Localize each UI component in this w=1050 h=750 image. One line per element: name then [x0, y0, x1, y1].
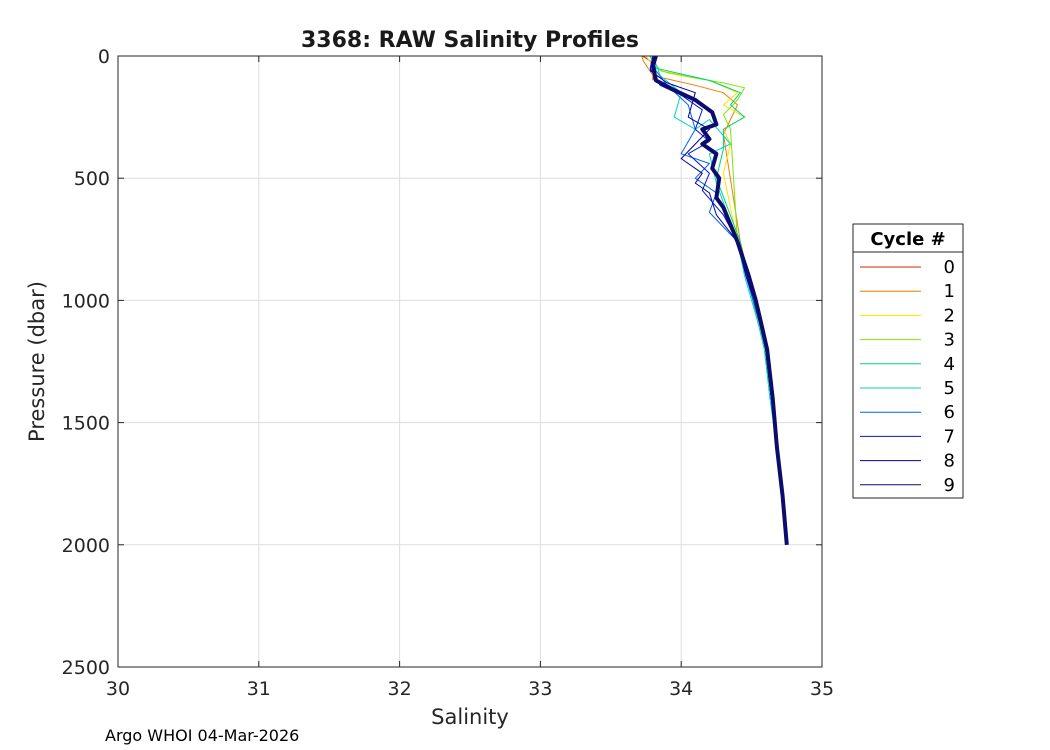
grid-lines: [117, 55, 823, 668]
legend-title: Cycle #: [870, 229, 945, 250]
x-tick-label: 31: [247, 678, 271, 700]
x-tick-label: 33: [528, 678, 552, 700]
y-tick-label: 2000: [62, 535, 110, 557]
y-tick-label: 0: [98, 46, 110, 68]
legend-box: [852, 223, 964, 499]
legend: Cycle # 0 1 2 3 4 5 6 7 8 9: [852, 223, 964, 499]
series-line-cycle-0: [118, 55, 654, 81]
legend-label: 3: [944, 330, 955, 351]
legend-label: 9: [944, 475, 955, 496]
chart-title: 3368: RAW Salinity Profiles: [301, 28, 639, 53]
series-line-cycle-5: [652, 55, 788, 545]
legend-label: 6: [944, 402, 955, 423]
y-axis-label: Pressure (dbar): [25, 281, 49, 442]
y-tick-label: 1000: [62, 290, 110, 312]
series-layer: [118, 55, 789, 545]
x-tick-label: 34: [669, 678, 693, 700]
y-tick-label: 2500: [62, 657, 110, 679]
legend-label: 1: [944, 281, 955, 302]
footer-text: Argo WHOI 04-Mar-2026: [105, 726, 299, 745]
y-tick-label: 1500: [62, 413, 110, 435]
y-tick-label: 500: [74, 168, 110, 190]
legend-label: 4: [944, 354, 955, 375]
legend-label: 0: [944, 257, 955, 278]
x-tick-label: 30: [106, 678, 130, 700]
x-axis-label: Salinity: [431, 705, 509, 729]
series-line-cycle-9: [651, 55, 789, 545]
legend-label: 8: [944, 451, 955, 472]
legend-label: 2: [944, 305, 955, 326]
plot-frame: [117, 55, 823, 668]
x-tick-label: 35: [810, 678, 834, 700]
legend-label: 7: [944, 426, 955, 447]
axis-ticks: 30 31 32 33 34 35 0 500 1000 1500 2000 2500: [62, 46, 834, 700]
x-tick-label: 32: [388, 678, 412, 700]
legend-label: 5: [944, 378, 955, 399]
